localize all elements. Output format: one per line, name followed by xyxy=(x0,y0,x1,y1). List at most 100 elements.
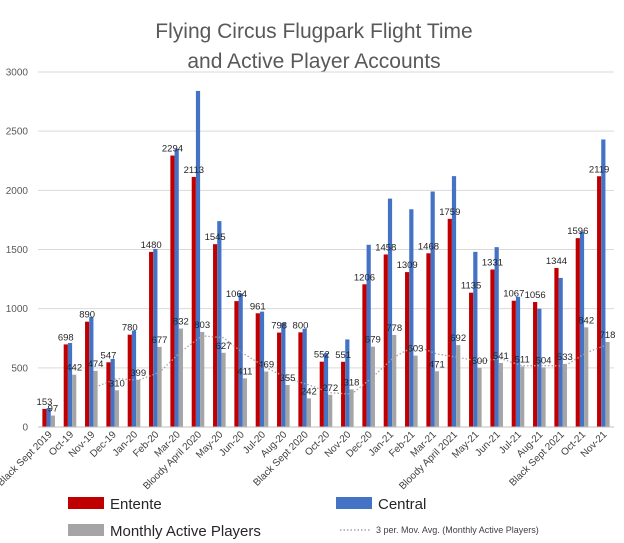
data-label-monthly-active-players: 355 xyxy=(280,373,296,384)
bar-central xyxy=(281,322,286,427)
bar-central xyxy=(131,330,137,427)
data-label-monthly-active-players: 97 xyxy=(48,404,59,415)
data-label-entente: 1458 xyxy=(375,242,396,253)
bars xyxy=(42,90,610,427)
data-label-monthly-active-players: 511 xyxy=(515,355,530,366)
bar-central xyxy=(89,316,94,427)
legend: Entente Central Monthly Active Players 3… xyxy=(68,496,539,540)
data-label-monthly-active-players: 318 xyxy=(344,377,360,388)
data-label-monthly-active-players: 272 xyxy=(322,383,338,394)
data-label-monthly-active-players: 310 xyxy=(109,378,125,389)
data-label-entente: 1067 xyxy=(503,289,524,300)
data-label-monthly-active-players: 411 xyxy=(237,366,252,377)
bar-monthly-active-players xyxy=(562,363,567,427)
data-label-monthly-active-players: 242 xyxy=(301,386,317,397)
bar-entente xyxy=(277,332,282,427)
bar-central xyxy=(387,198,393,427)
bar-central xyxy=(110,358,115,427)
bar-central xyxy=(259,311,265,427)
data-label-entente: 1064 xyxy=(226,289,247,300)
bar-central xyxy=(601,139,606,427)
bar-central xyxy=(366,244,371,427)
bar-monthly-active-players xyxy=(136,379,141,427)
bar-monthly-active-players xyxy=(477,367,482,427)
bar-monthly-active-players xyxy=(114,390,119,427)
bar-central xyxy=(558,277,563,427)
bar-central xyxy=(537,308,542,427)
bar-entente xyxy=(511,300,516,427)
legend-swatch-active-players xyxy=(68,524,104,536)
bar-central xyxy=(67,342,73,427)
data-label-monthly-active-players: 603 xyxy=(408,344,424,355)
y-tick-label: 0 xyxy=(22,423,28,434)
bar-monthly-active-players xyxy=(541,367,546,427)
bar-entente xyxy=(234,301,239,427)
bar-central xyxy=(451,176,457,427)
y-tick-label: 500 xyxy=(11,363,28,374)
data-label-monthly-active-players: 692 xyxy=(450,333,466,344)
bar-monthly-active-players xyxy=(584,327,589,427)
bar-monthly-active-players xyxy=(434,371,439,427)
legend-swatch-central xyxy=(336,497,372,509)
bar-central xyxy=(579,231,585,427)
bar-entente xyxy=(127,334,132,427)
bar-central xyxy=(46,408,51,427)
y-tick-label: 1500 xyxy=(6,245,29,256)
bar-entente xyxy=(554,267,559,427)
bar-monthly-active-players xyxy=(349,389,354,427)
bar-central xyxy=(494,247,499,427)
data-label-entente: 1135 xyxy=(461,281,481,292)
y-tick-label: 2500 xyxy=(6,127,29,138)
bar-monthly-active-players xyxy=(520,366,525,427)
data-label-entente: 552 xyxy=(314,350,330,361)
bar-entente xyxy=(575,238,580,427)
bar-entente xyxy=(42,408,47,427)
chart-title-line2: and Active Player Accounts xyxy=(187,50,440,73)
data-label-monthly-active-players: 399 xyxy=(130,368,146,379)
bar-entente xyxy=(255,313,260,427)
bar-central xyxy=(323,353,329,427)
data-label-monthly-active-players: 677 xyxy=(152,335,168,346)
bar-entente xyxy=(490,269,495,427)
legend-label-entente: Entente xyxy=(110,496,162,513)
data-label-monthly-active-players: 679 xyxy=(365,335,381,346)
bar-monthly-active-players xyxy=(221,352,226,427)
data-label-monthly-active-players: 500 xyxy=(472,356,488,367)
data-label-entente: 1468 xyxy=(418,241,439,252)
bar-monthly-active-players xyxy=(392,334,397,427)
x-tick-label: Jun-21 xyxy=(473,429,503,459)
data-label-entente: 890 xyxy=(79,310,95,321)
trendline-group xyxy=(95,335,608,395)
bar-central xyxy=(345,339,350,427)
bar-monthly-active-players xyxy=(498,362,503,427)
data-label-entente: 1056 xyxy=(525,290,546,301)
bar-entente xyxy=(319,361,324,427)
data-label-entente: 153 xyxy=(37,397,53,408)
data-label-monthly-active-players: 442 xyxy=(66,363,82,374)
bar-entente xyxy=(469,292,474,427)
x-tick-label: Jun-20 xyxy=(217,429,247,459)
bar-monthly-active-players xyxy=(93,370,98,427)
bar-entente xyxy=(85,321,90,427)
data-label-entente: 2113 xyxy=(184,165,204,176)
bar-central xyxy=(409,209,414,427)
bar-central xyxy=(153,248,158,427)
data-label-entente: 1309 xyxy=(397,260,418,271)
data-label-entente: 1596 xyxy=(567,226,588,237)
x-axis: Black Sept 2019Oct-19Nov-19Dec-19Jan-20F… xyxy=(0,426,614,492)
data-label-monthly-active-players: 504 xyxy=(536,355,552,366)
bar-monthly-active-players xyxy=(200,331,205,427)
data-label-monthly-active-players: 533 xyxy=(557,352,573,363)
bar-central xyxy=(238,293,243,427)
data-label-monthly-active-players: 778 xyxy=(386,323,402,334)
bar-entente xyxy=(383,254,388,427)
y-tick-label: 3000 xyxy=(6,68,29,79)
bar-entente xyxy=(341,361,346,427)
legend-label-trendline: 3 per. Mov. Avg. (Monthly Active Players… xyxy=(376,525,539,535)
bar-central xyxy=(430,191,435,427)
bar-monthly-active-players xyxy=(413,355,418,427)
y-tick-label: 1000 xyxy=(6,304,29,315)
trendline xyxy=(95,335,608,395)
legend-swatch-entente xyxy=(68,497,104,509)
